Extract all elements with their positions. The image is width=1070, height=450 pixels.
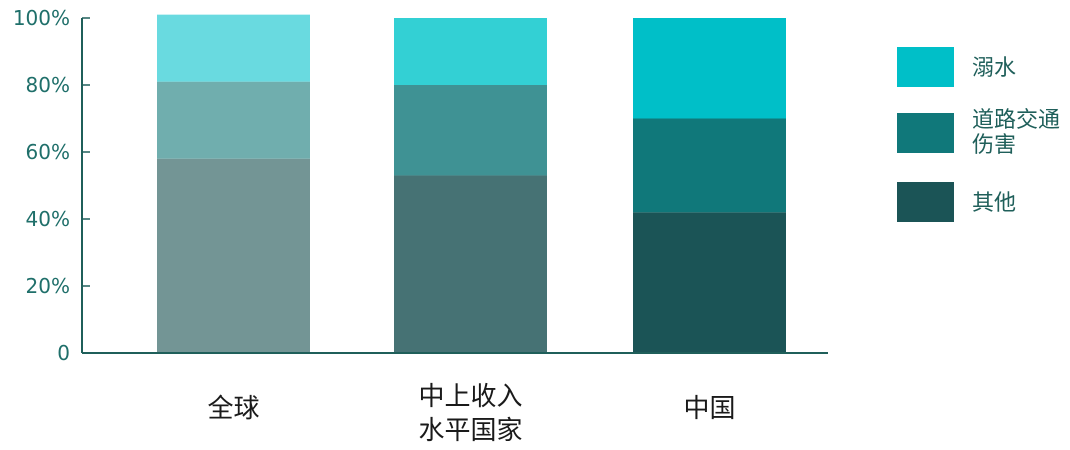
legend-swatch	[897, 182, 954, 222]
x-tick-label: 中上收入水平国家	[418, 382, 522, 446]
x-tick-label: 全球	[207, 394, 259, 424]
x-tick-label: 中国	[683, 394, 735, 424]
y-tick-label: 20%	[26, 274, 70, 298]
bars	[157, 14, 786, 353]
x-axis: 全球 中上收入水平国家 中国	[82, 352, 828, 446]
bar-segment	[633, 118, 786, 213]
legend-label: 其他	[972, 191, 1016, 216]
y-axis: 0 20% 40% 60% 80% 100%	[13, 6, 90, 365]
y-tick-label: 60%	[26, 140, 70, 164]
bar-segment	[157, 14, 310, 82]
y-tick-label: 80%	[26, 73, 70, 97]
legend-label: 溺水	[972, 56, 1016, 81]
legend-label: 道路交通伤害	[972, 108, 1060, 158]
y-tick-label: 40%	[26, 207, 70, 231]
bar-segment	[633, 212, 786, 353]
bar-segment	[394, 175, 547, 353]
bar-segment	[157, 81, 310, 159]
bar-segment	[394, 85, 547, 176]
y-tick-label: 100%	[13, 6, 70, 30]
bar-segment	[157, 158, 310, 353]
legend-swatch	[897, 47, 954, 87]
legend-swatch	[897, 113, 954, 153]
bar-segment	[394, 18, 547, 85]
y-tick-label: 0	[57, 341, 70, 365]
bar-segment	[633, 18, 786, 119]
